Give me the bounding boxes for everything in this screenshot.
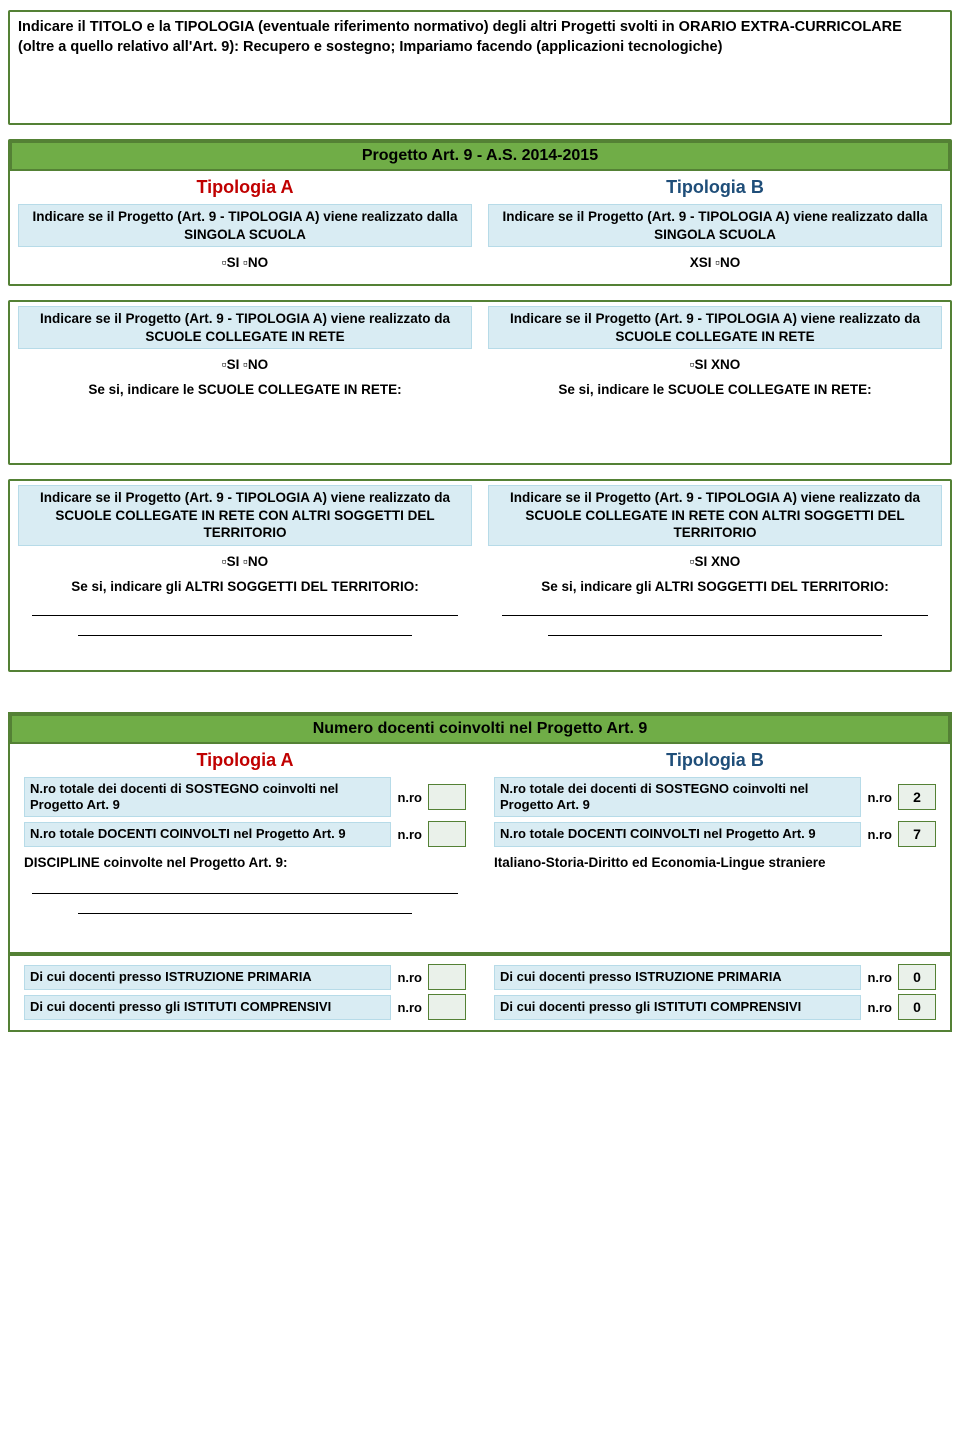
disc-a-line2[interactable] [78, 898, 412, 914]
si-no-a1[interactable]: ▫SI ▫NO [18, 251, 472, 274]
underline-a1[interactable] [32, 600, 458, 616]
val-b-totale[interactable]: 7 [898, 821, 936, 847]
val-a-comprensivi[interactable] [428, 994, 466, 1020]
project-header: Progetto Art. 9 - A.S. 2014-2015 [10, 141, 950, 171]
label-a-primaria: Di cui docenti presso ISTRUZIONE PRIMARI… [24, 965, 391, 989]
si-no-b3[interactable]: ▫SI XNO [488, 550, 942, 573]
label-b-comprensivi: Di cui docenti presso gli ISTITUTI COMPR… [494, 995, 861, 1019]
label-b-totale: N.ro totale DOCENTI COINVOLTI nel Proget… [494, 822, 861, 846]
se-si-terr-b: Se si, indicare gli ALTRI SOGGETTI DEL T… [488, 579, 942, 594]
underline-a2[interactable] [78, 620, 412, 636]
row-a-primaria: Di cui docenti presso ISTRUZIONE PRIMARI… [24, 964, 466, 990]
docenti-tip-b: Tipologia B [488, 750, 942, 771]
q-rete-a: Indicare se il Progetto (Art. 9 - TIPOLO… [18, 306, 472, 349]
si-no-b2[interactable]: ▫SI XNO [488, 353, 942, 376]
val-a-sostegno[interactable] [428, 784, 466, 810]
row-a-sostegno: N.ro totale dei docenti di SOSTEGNO coin… [24, 777, 466, 818]
project-box: Progetto Art. 9 - A.S. 2014-2015 Tipolog… [8, 139, 952, 286]
intro-box: Indicare il TITOLO e la TIPOLOGIA (event… [8, 10, 952, 125]
underline-b2[interactable] [548, 620, 882, 636]
row-b-totale: N.ro totale DOCENTI COINVOLTI nel Proget… [494, 821, 936, 847]
nro-label-7: n.ro [867, 970, 892, 985]
row-a-comprensivi: Di cui docenti presso gli ISTITUTI COMPR… [24, 994, 466, 1020]
tipologia-b-title: Tipologia B [488, 177, 942, 198]
label-a-comprensivi: Di cui docenti presso gli ISTITUTI COMPR… [24, 995, 391, 1019]
q-terr-a: Indicare se il Progetto (Art. 9 - TIPOLO… [18, 485, 472, 546]
tipologia-a-title: Tipologia A [18, 177, 472, 198]
val-a-primaria[interactable] [428, 964, 466, 990]
q-singola-b: Indicare se il Progetto (Art. 9 - TIPOLO… [488, 204, 942, 247]
nro-label-6: n.ro [397, 1000, 422, 1015]
row-b-comprensivi: Di cui docenti presso gli ISTITUTI COMPR… [494, 994, 936, 1020]
disc-a-line1[interactable] [32, 878, 458, 894]
label-a-sostegno: N.ro totale dei docenti di SOSTEGNO coin… [24, 777, 391, 818]
row-b-primaria: Di cui docenti presso ISTRUZIONE PRIMARI… [494, 964, 936, 990]
se-si-rete-a: Se si, indicare le SCUOLE COLLEGATE IN R… [18, 382, 472, 397]
val-b-primaria[interactable]: 0 [898, 964, 936, 990]
docenti-header: Numero docenti coinvolti nel Progetto Ar… [10, 714, 950, 744]
label-b-sostegno: N.ro totale dei docenti di SOSTEGNO coin… [494, 777, 861, 818]
si-no-b1[interactable]: XSI ▫NO [488, 251, 942, 274]
intro-text: Indicare il TITOLO e la TIPOLOGIA (event… [18, 18, 942, 57]
nro-label-2: n.ro [397, 827, 422, 842]
tipologia-row: Tipologia A Indicare se il Progetto (Art… [10, 171, 950, 284]
territorio-box: Indicare se il Progetto (Art. 9 - TIPOLO… [8, 479, 952, 672]
si-no-a3[interactable]: ▫SI ▫NO [18, 550, 472, 573]
q-singola-a: Indicare se il Progetto (Art. 9 - TIPOLO… [18, 204, 472, 247]
row-a-totale: N.ro totale DOCENTI COINVOLTI nel Proget… [24, 821, 466, 847]
label-b-primaria: Di cui docenti presso ISTRUZIONE PRIMARI… [494, 965, 861, 989]
disc-a-label: DISCIPLINE coinvolte nel Progetto Art. 9… [18, 851, 472, 874]
val-b-sostegno[interactable]: 2 [898, 784, 936, 810]
rete-box: Indicare se il Progetto (Art. 9 - TIPOLO… [8, 300, 952, 465]
nro-label: n.ro [397, 790, 422, 805]
q-rete-b: Indicare se il Progetto (Art. 9 - TIPOLO… [488, 306, 942, 349]
label-a-totale: N.ro totale DOCENTI COINVOLTI nel Proget… [24, 822, 391, 846]
underline-b1[interactable] [502, 600, 928, 616]
val-b-comprensivi[interactable]: 0 [898, 994, 936, 1020]
val-a-totale[interactable] [428, 821, 466, 847]
docenti-detail-table: Di cui docenti presso ISTRUZIONE PRIMARI… [8, 954, 952, 1032]
disc-b-text: Italiano-Storia-Diritto ed Economia-Ling… [488, 851, 942, 874]
si-no-a2[interactable]: ▫SI ▫NO [18, 353, 472, 376]
docenti-tip-a: Tipologia A [18, 750, 472, 771]
nro-label-4: n.ro [867, 827, 892, 842]
nro-label-8: n.ro [867, 1000, 892, 1015]
nro-label-3: n.ro [867, 790, 892, 805]
q-terr-b: Indicare se il Progetto (Art. 9 - TIPOLO… [488, 485, 942, 546]
docenti-table: Numero docenti coinvolti nel Progetto Ar… [8, 712, 952, 955]
row-b-sostegno: N.ro totale dei docenti di SOSTEGNO coin… [494, 777, 936, 818]
se-si-terr-a: Se si, indicare gli ALTRI SOGGETTI DEL T… [18, 579, 472, 594]
nro-label-5: n.ro [397, 970, 422, 985]
se-si-rete-b: Se si, indicare le SCUOLE COLLEGATE IN R… [488, 382, 942, 397]
